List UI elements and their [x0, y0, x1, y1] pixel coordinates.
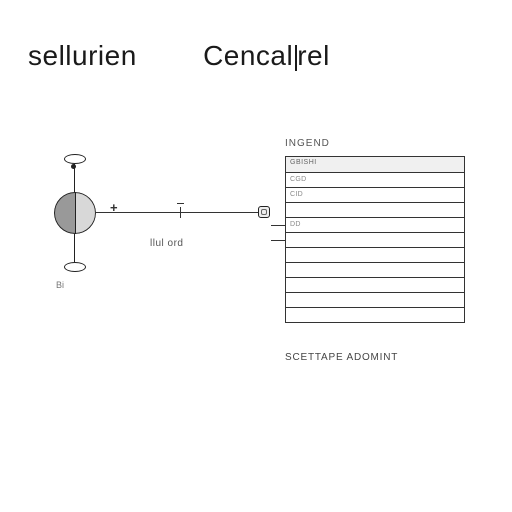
connector-line	[96, 212, 269, 213]
panel-row-lead	[271, 225, 286, 226]
gyro-ring-bottom	[64, 262, 86, 272]
title-word-2: Cencal	[203, 40, 293, 71]
panel-row: DD	[286, 218, 464, 233]
diagram-area: Bi + llul ord INGEND CGDCIDDD SCETTAPE A…	[0, 130, 512, 430]
title-word-3: rel	[297, 40, 330, 71]
page-title: sellurien Cencalrel	[0, 40, 330, 72]
panel-row	[286, 263, 464, 278]
panel-row	[286, 233, 464, 248]
panel-row-lead	[271, 240, 286, 241]
panel-row: CGD	[286, 173, 464, 188]
panel-row	[286, 293, 464, 308]
panel-row-marker: CGD	[290, 176, 306, 183]
gyro-ring-top	[64, 154, 86, 164]
left-sublabel: Bi	[56, 280, 64, 290]
connector-node-icon	[258, 206, 270, 218]
panel-row-marker: CID	[290, 191, 303, 198]
panel-row	[286, 203, 464, 218]
legend-panel: CGD CID DD	[285, 156, 465, 323]
gyro-body-icon	[54, 192, 96, 234]
connector-label: llul ord	[150, 238, 183, 249]
title-word-1: sellurien	[28, 40, 137, 71]
panel-row	[286, 248, 464, 263]
connector-tick	[180, 207, 181, 218]
panel-row: CID	[286, 188, 464, 203]
legend-label: INGEND	[285, 138, 330, 149]
panel-row	[286, 278, 464, 293]
panel-header	[286, 157, 464, 173]
bottom-label: SCETTAPE ADOMINT	[285, 352, 398, 363]
connector-tick-cap	[177, 203, 184, 206]
panel-row-marker: DD	[290, 221, 301, 228]
panel-row	[286, 308, 464, 323]
